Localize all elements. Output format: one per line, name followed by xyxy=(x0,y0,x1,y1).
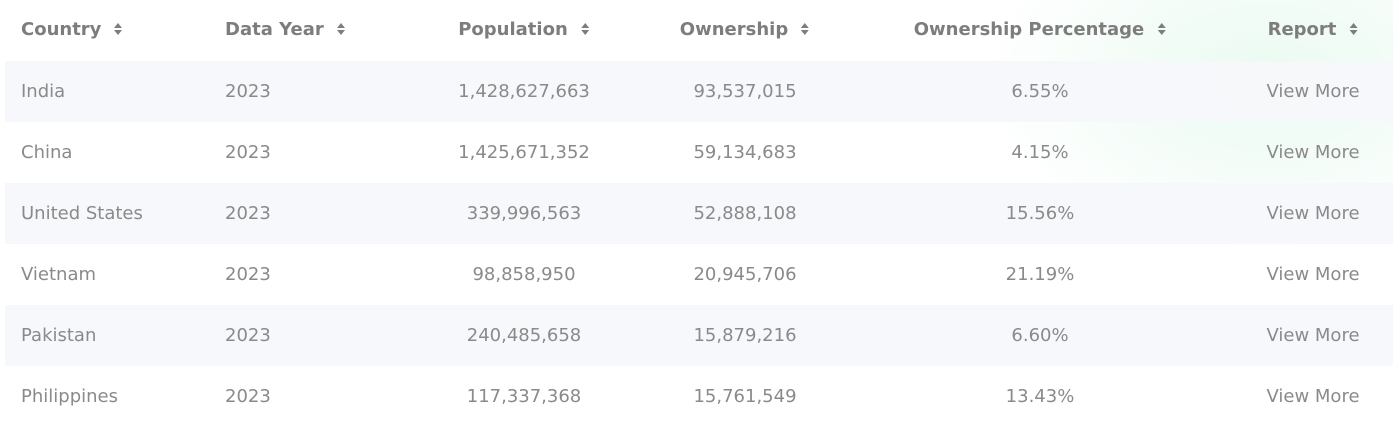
ownership-cell: 52,888,108 xyxy=(693,203,797,224)
view-more-link[interactable]: View More xyxy=(1266,264,1360,285)
view-more-link[interactable]: View More xyxy=(1266,386,1360,407)
table-row: India 2023 1,428,627,663 93,537,015 6.55% Vie… xyxy=(5,61,1393,122)
sort-icon xyxy=(1157,23,1166,35)
population-cell: 1,425,671,352 xyxy=(458,142,590,163)
sort-icon xyxy=(1349,23,1358,35)
header-label: Ownership xyxy=(679,18,789,40)
sort-icon xyxy=(580,23,589,35)
column-header[interactable]: Population xyxy=(458,0,590,58)
view-more-link[interactable]: View More xyxy=(1266,81,1360,102)
table-row: Philippines 2023 117,337,368 15,761,549 13.4… xyxy=(5,366,1393,427)
country-cell: India xyxy=(21,81,66,102)
data-year-cell: 2023 xyxy=(225,142,271,163)
table-row: United States 2023 339,996,563 52,888,108 15… xyxy=(5,183,1393,244)
header-label: Population xyxy=(458,18,568,40)
ownership-cell: 20,945,706 xyxy=(693,264,797,285)
data-year-cell: 2023 xyxy=(225,386,271,407)
data-year-cell: 2023 xyxy=(225,81,271,102)
ownership-cell: 59,134,683 xyxy=(693,142,797,163)
column-header[interactable]: Report xyxy=(1268,0,1359,58)
country-cell: Pakistan xyxy=(21,325,97,346)
ownership-percentage-cell: 15.56% xyxy=(1005,203,1075,224)
view-more-link[interactable]: View More xyxy=(1266,203,1360,224)
country-cell: Philippines xyxy=(21,386,118,407)
ownership-percentage-cell: 6.55% xyxy=(1011,81,1069,102)
country-cell: China xyxy=(21,142,73,163)
header-label: Country xyxy=(21,18,102,40)
header-label: Ownership Percentage xyxy=(913,18,1145,40)
column-header[interactable]: Ownership Percentage xyxy=(914,0,1167,58)
population-cell: 339,996,563 xyxy=(466,203,582,224)
table-row: Vietnam 2023 98,858,950 20,945,706 21.19% Vie… xyxy=(5,244,1393,305)
view-more-link[interactable]: View More xyxy=(1266,142,1360,163)
ownership-percentage-cell: 4.15% xyxy=(1011,142,1069,163)
column-header[interactable]: Ownership xyxy=(680,0,810,58)
ownership-cell: 15,761,549 xyxy=(693,386,797,407)
column-header[interactable]: Data Year xyxy=(225,0,346,58)
sort-icon xyxy=(114,23,123,35)
data-year-cell: 2023 xyxy=(225,203,271,224)
country-cell: United States xyxy=(21,203,143,224)
table-row: Pakistan 2023 240,485,658 15,879,216 6.60% Vi… xyxy=(5,305,1393,366)
header-label: Report xyxy=(1267,18,1337,40)
data-year-cell: 2023 xyxy=(225,325,271,346)
sort-icon xyxy=(801,23,810,35)
country-cell: Vietnam xyxy=(21,264,97,285)
ownership-percentage-cell: 21.19% xyxy=(1005,264,1075,285)
ownership-percentage-cell: 13.43% xyxy=(1005,386,1075,407)
header-label: Data Year xyxy=(225,18,324,40)
sort-icon xyxy=(336,23,345,35)
column-header[interactable]: Country xyxy=(21,0,123,58)
population-cell: 117,337,368 xyxy=(466,386,582,407)
ownership-cell: 93,537,015 xyxy=(693,81,797,102)
population-cell: 1,428,627,663 xyxy=(458,81,590,102)
ownership-percentage-cell: 6.60% xyxy=(1011,325,1069,346)
population-cell: 240,485,658 xyxy=(466,325,582,346)
ownership-cell: 15,879,216 xyxy=(693,325,797,346)
view-more-link[interactable]: View More xyxy=(1266,325,1360,346)
data-year-cell: 2023 xyxy=(225,264,271,285)
population-cell: 98,858,950 xyxy=(472,264,576,285)
table-row: China 2023 1,425,671,352 59,134,683 4.15% Vie… xyxy=(5,122,1393,183)
